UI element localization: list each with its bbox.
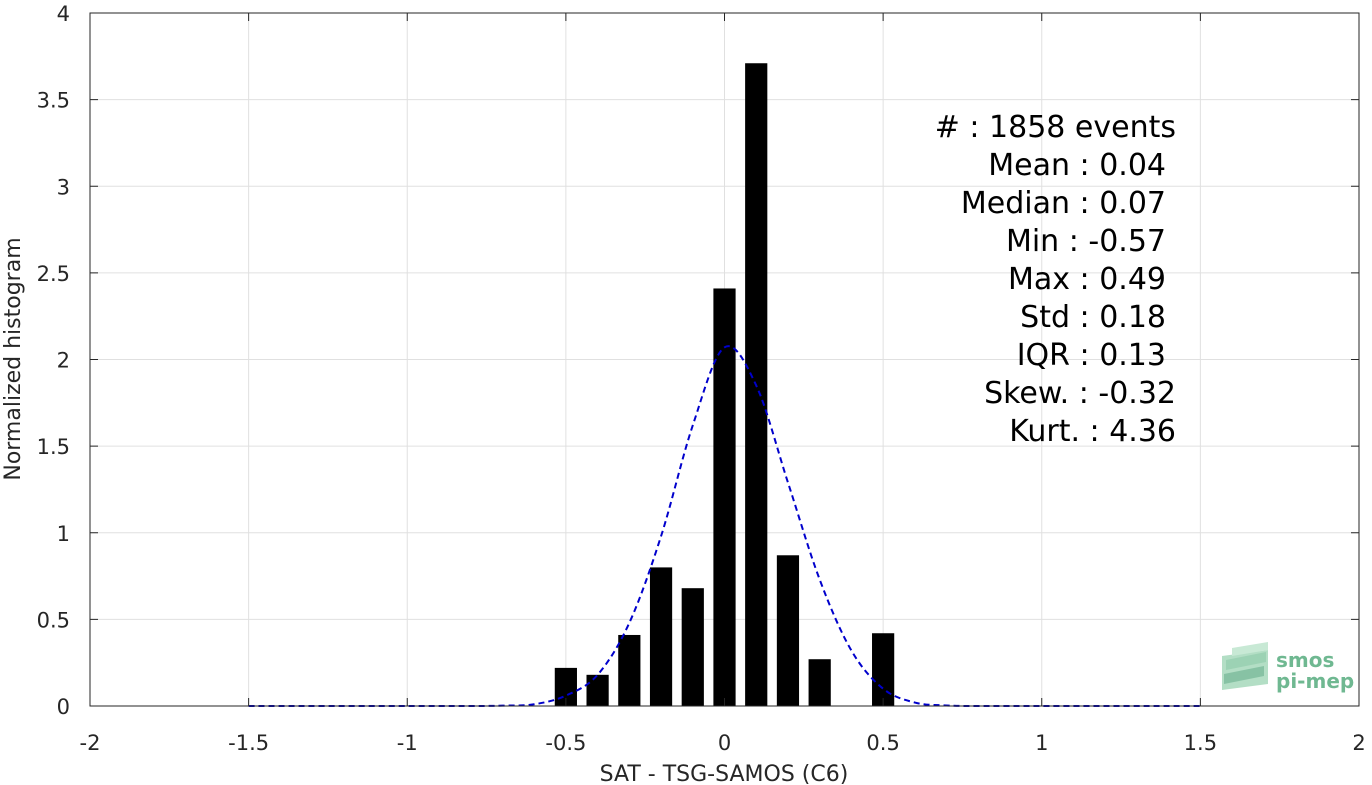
y-tick-label: 2.5 — [37, 262, 70, 286]
y-tick-label: 0.5 — [37, 608, 70, 632]
stat-line: Skew. : -0.32 — [984, 376, 1176, 411]
histogram-bar — [872, 633, 895, 706]
y-tick-label: 2 — [57, 349, 70, 373]
histogram-bars — [554, 63, 895, 707]
stat-line: Mean : 0.04 — [988, 148, 1166, 183]
stat-line: Median : 0.07 — [961, 186, 1166, 221]
x-tick-label: -1.5 — [228, 731, 269, 755]
y-tick-label: 3.5 — [37, 89, 70, 113]
stat-line: IQR : 0.13 — [1017, 338, 1166, 373]
stat-line: Std : 0.18 — [1020, 300, 1166, 335]
axis-ticks — [89, 12, 1360, 707]
x-tick-label: -1 — [397, 731, 418, 755]
y-axis-label: Normalized histogram — [1, 237, 26, 480]
y-tick-labels: 0 0.5 1 1.5 2 2.5 3 3.5 4 — [37, 2, 70, 719]
histogram-bar — [808, 659, 831, 706]
histogram-bar — [713, 288, 736, 706]
normal-fit-curve — [248, 345, 1201, 708]
x-tick-labels: -2 -1.5 -1 -0.5 0 0.5 1 1.5 2 — [80, 731, 1366, 755]
smos-pi-mep-logo: smos pi-mep — [1222, 642, 1354, 693]
y-tick-label: 1 — [57, 522, 70, 546]
x-axis-label: SAT - TSG-SAMOS (C6) — [600, 762, 849, 785]
y-tick-label: 0 — [57, 695, 70, 719]
histogram-bar — [649, 567, 673, 706]
y-tick-label: 1.5 — [37, 435, 70, 459]
histogram-bar — [776, 555, 800, 706]
stat-line: Kurt. : 4.36 — [1009, 414, 1176, 449]
logo-text-smos: smos — [1276, 648, 1334, 672]
x-tick-label: -0.5 — [545, 731, 586, 755]
x-tick-label: 0.5 — [866, 731, 899, 755]
histogram-bar — [681, 588, 704, 706]
x-tick-label: 1.5 — [1184, 731, 1217, 755]
y-tick-label: 4 — [57, 2, 70, 26]
logo-text-pi-mep: pi-mep — [1276, 669, 1354, 693]
logo-mark-icon — [1222, 642, 1268, 690]
stat-line: # : 1858 events — [935, 110, 1176, 145]
x-tick-label: 1 — [1035, 731, 1048, 755]
stat-line: Min : -0.57 — [1006, 224, 1166, 259]
y-tick-label: 3 — [57, 175, 70, 199]
x-tick-label: 0 — [718, 731, 731, 755]
x-tick-label: 2 — [1352, 731, 1365, 755]
x-tick-label: -2 — [80, 731, 101, 755]
histogram-bar — [554, 667, 577, 706]
stat-line: Max : 0.49 — [1008, 262, 1166, 297]
histogram-bar — [586, 674, 609, 706]
histogram-bar — [618, 634, 641, 706]
